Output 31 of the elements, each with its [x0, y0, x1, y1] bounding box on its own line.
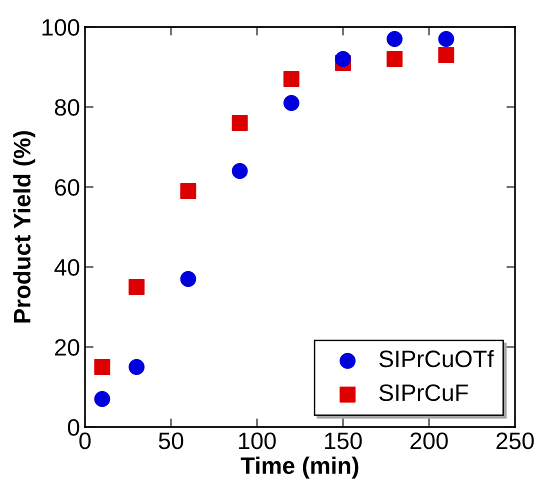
y-tick-label: 60: [55, 179, 80, 196]
point: [283, 95, 300, 111]
point: [232, 115, 248, 131]
point: [128, 279, 145, 295]
point: [438, 31, 454, 47]
point: [180, 183, 196, 199]
y-axis-title: Product Yield (%): [13, 131, 36, 322]
x-tick-label: 100: [239, 432, 276, 450]
y-tick-label: 0: [68, 419, 80, 436]
x-axis-title: Time (min): [240, 456, 358, 479]
point: [180, 271, 196, 287]
x-tick-label: 200: [410, 432, 448, 450]
x-tick-label: 0: [79, 432, 91, 450]
point: [438, 47, 454, 63]
point: [128, 359, 145, 375]
point: [94, 391, 110, 407]
point: [232, 163, 248, 179]
point: [386, 51, 403, 67]
y-tick-label: 100: [42, 19, 80, 36]
y-tick-label: 40: [54, 259, 80, 276]
point: [94, 359, 110, 375]
legend-label: SIPrCuOTf: [379, 350, 494, 368]
point: [386, 31, 403, 47]
legend-label: SIPrCuF: [379, 384, 468, 402]
y-tick-label: 20: [55, 339, 80, 356]
point: [335, 51, 351, 67]
x-tick-label: 150: [325, 432, 362, 450]
x-tick-label: 50: [158, 432, 184, 450]
y-tick-label: 80: [54, 99, 80, 116]
point: [283, 71, 300, 87]
x-tick-label: 250: [496, 432, 534, 450]
